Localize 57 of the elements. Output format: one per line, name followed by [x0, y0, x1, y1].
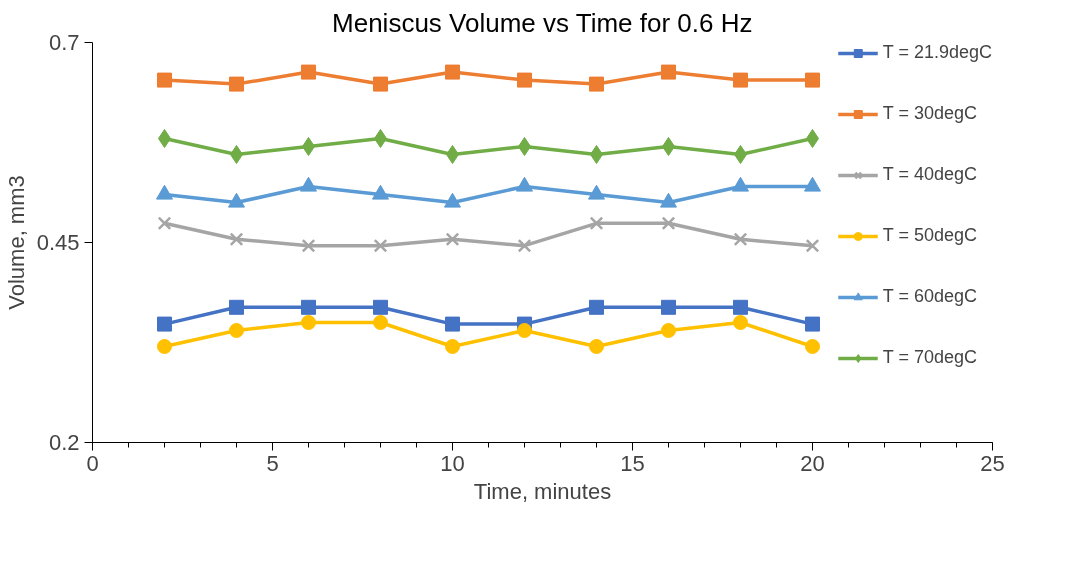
- legend-label: T = 50degC: [882, 225, 977, 246]
- x-axis-title: Time, minutes: [473, 478, 612, 504]
- point: [805, 316, 820, 332]
- point: [373, 299, 388, 315]
- point: [733, 72, 748, 88]
- point: [445, 339, 460, 354]
- y-tick-label: 0.2: [48, 430, 80, 455]
- point: [661, 323, 676, 338]
- point: [301, 299, 316, 315]
- point: [301, 64, 316, 80]
- legend-label: T = 40degC: [882, 164, 977, 185]
- x-tick-label: 20: [800, 450, 825, 476]
- point: [229, 323, 244, 338]
- legend-label: T = 70degC: [882, 347, 977, 368]
- x-tick-label: 25: [980, 450, 1005, 476]
- y-tick-label: 0.7: [48, 30, 80, 55]
- point: [157, 316, 172, 332]
- legend-label: T = 30degC: [882, 103, 977, 124]
- point: [301, 315, 316, 330]
- point: [517, 323, 532, 338]
- point: [805, 339, 820, 354]
- point: [589, 76, 604, 92]
- point: [157, 339, 172, 354]
- point: [229, 299, 244, 315]
- point: [661, 216, 676, 231]
- y-axis-title: Volume, mm3: [3, 175, 29, 310]
- point: [517, 72, 532, 88]
- x-tick-label: 10: [440, 450, 465, 476]
- point: [661, 299, 676, 315]
- point: [373, 238, 388, 253]
- point: [373, 76, 388, 92]
- x-tick-label: 0: [86, 450, 99, 476]
- point: [733, 315, 748, 330]
- chart-title: Meniscus Volume vs Time for 0.6 Hz: [332, 7, 753, 38]
- point: [445, 64, 460, 80]
- point: [373, 315, 388, 330]
- point: [445, 316, 460, 332]
- point: [805, 72, 820, 88]
- x-tick-label: 5: [266, 450, 279, 476]
- point: [301, 238, 316, 253]
- point: [733, 232, 748, 247]
- x-tick-label: 15: [620, 450, 645, 476]
- point: [733, 299, 748, 315]
- legend-label: T = 60degC: [882, 286, 977, 307]
- point: [445, 232, 460, 247]
- point: [157, 72, 172, 88]
- point: [661, 64, 676, 80]
- point: [229, 232, 244, 247]
- point: [229, 76, 244, 92]
- point: [589, 339, 604, 354]
- point: [589, 299, 604, 315]
- point: [517, 238, 532, 253]
- legend-label: T = 21.9degC: [882, 42, 992, 63]
- point: [589, 216, 604, 231]
- point: [805, 238, 820, 253]
- y-tick-label: 0.45: [36, 230, 80, 255]
- point: [157, 216, 172, 231]
